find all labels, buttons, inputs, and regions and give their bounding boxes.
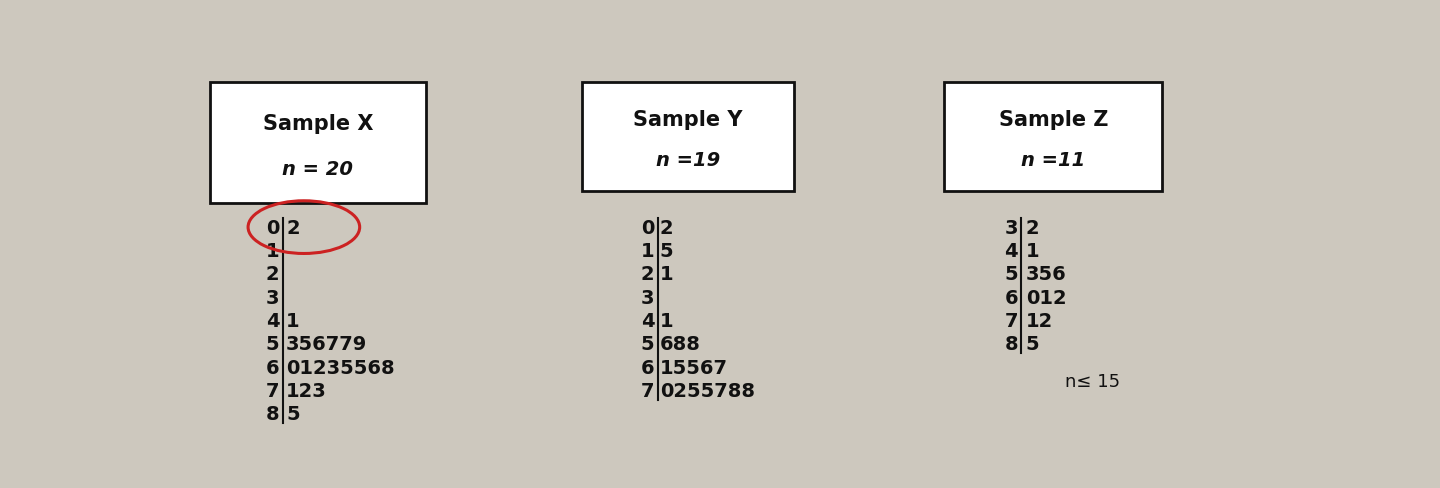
Text: n = 20: n = 20 (282, 159, 353, 178)
Text: Sample X: Sample X (262, 113, 373, 133)
Text: 1: 1 (660, 311, 674, 330)
Text: 8: 8 (1005, 335, 1018, 354)
Text: 4: 4 (1005, 242, 1018, 261)
Text: 2: 2 (641, 265, 654, 284)
Text: 123: 123 (287, 381, 327, 400)
Text: 01235568: 01235568 (287, 358, 395, 377)
Text: 7: 7 (641, 381, 654, 400)
Text: 7: 7 (266, 381, 279, 400)
FancyBboxPatch shape (210, 83, 426, 203)
Text: 6: 6 (641, 358, 654, 377)
Text: 0255788: 0255788 (660, 381, 755, 400)
Text: 1: 1 (660, 265, 674, 284)
Text: 6: 6 (1005, 288, 1018, 307)
Text: n =11: n =11 (1021, 151, 1086, 170)
Text: 2: 2 (1025, 218, 1040, 237)
Text: 3: 3 (1005, 218, 1018, 237)
Text: 5: 5 (287, 405, 300, 424)
Text: Sample Y: Sample Y (634, 110, 743, 129)
Text: 3: 3 (266, 288, 279, 307)
Text: 7: 7 (1005, 311, 1018, 330)
Text: 5: 5 (266, 335, 279, 354)
Text: 12: 12 (1025, 311, 1053, 330)
FancyBboxPatch shape (945, 83, 1162, 192)
Text: 15567: 15567 (660, 358, 727, 377)
Text: 5: 5 (1025, 335, 1040, 354)
Text: 4: 4 (641, 311, 654, 330)
Text: 2: 2 (287, 218, 300, 237)
Text: 356779: 356779 (287, 335, 367, 354)
Text: 1: 1 (1025, 242, 1040, 261)
Text: 2: 2 (266, 265, 279, 284)
Text: 1: 1 (266, 242, 279, 261)
Text: 1: 1 (641, 242, 654, 261)
Text: 688: 688 (660, 335, 701, 354)
Text: 0: 0 (266, 218, 279, 237)
Text: 012: 012 (1025, 288, 1067, 307)
Text: 5: 5 (641, 335, 654, 354)
Text: 3: 3 (641, 288, 654, 307)
Text: 6: 6 (266, 358, 279, 377)
Text: 1: 1 (287, 311, 300, 330)
Text: 356: 356 (1025, 265, 1067, 284)
Text: 4: 4 (266, 311, 279, 330)
Text: 5: 5 (1005, 265, 1018, 284)
Text: 8: 8 (266, 405, 279, 424)
Text: 0: 0 (641, 218, 654, 237)
FancyBboxPatch shape (582, 83, 793, 192)
Text: n =19: n =19 (655, 151, 720, 170)
Text: 2: 2 (660, 218, 674, 237)
Text: Sample Z: Sample Z (998, 110, 1107, 129)
Text: n≤ 15: n≤ 15 (1066, 372, 1120, 390)
Text: 5: 5 (660, 242, 674, 261)
